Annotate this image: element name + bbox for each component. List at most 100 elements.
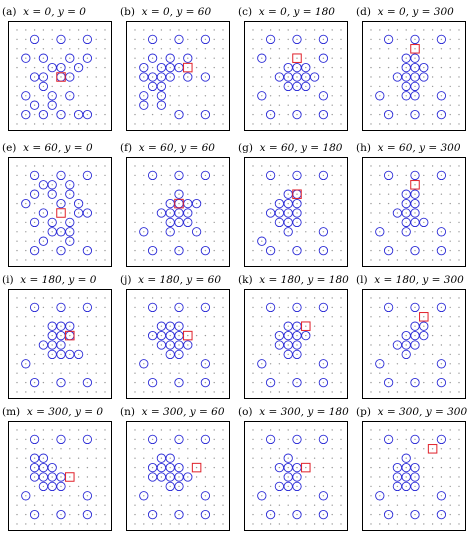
grid-dot [287, 391, 289, 393]
grid-dot [396, 29, 399, 31]
grid-dot [313, 165, 316, 167]
grid-dot [86, 165, 89, 167]
grid-dot [195, 85, 198, 88]
grid-dot [261, 353, 263, 356]
grid-dot [296, 334, 298, 337]
grid-dot [178, 457, 180, 459]
grid-dot [278, 325, 281, 327]
grid-dot [151, 448, 154, 450]
circle-marker [292, 208, 302, 218]
grid-dot [51, 391, 53, 393]
grid-dot [51, 184, 53, 186]
grid-dot [213, 297, 215, 299]
grid-dot [25, 113, 27, 116]
grid-dot [151, 29, 154, 31]
grid-dot [387, 476, 390, 478]
grid-dot [269, 513, 272, 516]
grid-dot [423, 249, 425, 252]
grid-dot [322, 429, 325, 431]
grid-dot [379, 259, 381, 261]
grid-dot [278, 466, 281, 469]
circle-marker [301, 330, 311, 341]
grid-dot [322, 29, 325, 31]
circle-marker [38, 208, 49, 218]
square-marker [183, 62, 193, 73]
grid-dot [396, 372, 399, 374]
grid-dot [169, 193, 171, 195]
grid-dot [431, 259, 434, 261]
grid-dot [458, 504, 460, 506]
grid-dot [25, 429, 27, 431]
grid-dot [405, 513, 407, 516]
grid-dot [331, 76, 333, 78]
grid-dot [222, 221, 224, 224]
grid-dot [187, 448, 189, 450]
grid-dot [449, 231, 451, 233]
grid-dot [151, 184, 154, 186]
grid-dot [458, 38, 460, 41]
grid-dot [160, 29, 163, 31]
grid-dot [331, 523, 333, 525]
grid-dot [340, 316, 342, 318]
grid-dot [287, 344, 289, 346]
grid-dot [331, 363, 333, 365]
grid-dot [195, 202, 198, 205]
grid-dot [95, 221, 97, 224]
grid-dot [405, 212, 407, 214]
grid-dot [86, 344, 89, 346]
grid-dot [143, 325, 145, 327]
grid-dot [387, 325, 390, 327]
grid-dot [104, 193, 106, 195]
grid-dot [16, 29, 18, 31]
grid-dot [160, 372, 163, 374]
circle-marker [73, 62, 84, 73]
grid-dot [305, 38, 307, 41]
grid-dot [278, 476, 281, 478]
grid-dot [69, 174, 71, 177]
grid-dot [69, 372, 71, 374]
panel-d: (d) x = 0, y = 300 [356, 4, 472, 132]
grid-dot [431, 85, 434, 88]
circle-marker [436, 109, 447, 120]
grid-dot [25, 57, 27, 59]
grid-dot [160, 249, 163, 252]
grid-dot [25, 38, 27, 41]
grid-dot [169, 174, 171, 177]
grid-dot [405, 221, 407, 224]
circle-marker [147, 509, 158, 520]
grid-dot [331, 391, 333, 393]
grid-dot [169, 306, 171, 309]
grid-dot [423, 231, 425, 233]
circle-marker [165, 453, 175, 463]
grid-dot [104, 240, 106, 242]
grid-dot [414, 202, 416, 205]
grid-dot [269, 85, 272, 88]
grid-dot [423, 466, 425, 469]
grid-dot [296, 123, 298, 125]
grid-dot [16, 429, 18, 431]
grid-dot [33, 381, 36, 384]
grid-dot [370, 76, 372, 78]
grid-dot [340, 193, 342, 195]
grid-dot [313, 104, 316, 106]
grid-dot [379, 457, 381, 459]
grid-dot [42, 429, 45, 431]
grid-dot [305, 95, 307, 97]
grid-dot [95, 113, 97, 116]
grid-dot [195, 523, 198, 525]
grid-dot [178, 372, 180, 374]
grid-dot [204, 202, 207, 205]
grid-dot [151, 38, 154, 41]
grid-dot [296, 212, 298, 214]
grid-dot [387, 66, 390, 69]
grid-dot [370, 363, 372, 365]
grid-dot [340, 438, 342, 441]
grid-dot [423, 193, 425, 195]
grid-dot [396, 48, 399, 50]
grid-dot [269, 381, 272, 384]
plot-frame [244, 421, 348, 531]
grid-dot [187, 513, 189, 516]
grid-dot [278, 76, 281, 78]
circle-marker [200, 359, 211, 369]
